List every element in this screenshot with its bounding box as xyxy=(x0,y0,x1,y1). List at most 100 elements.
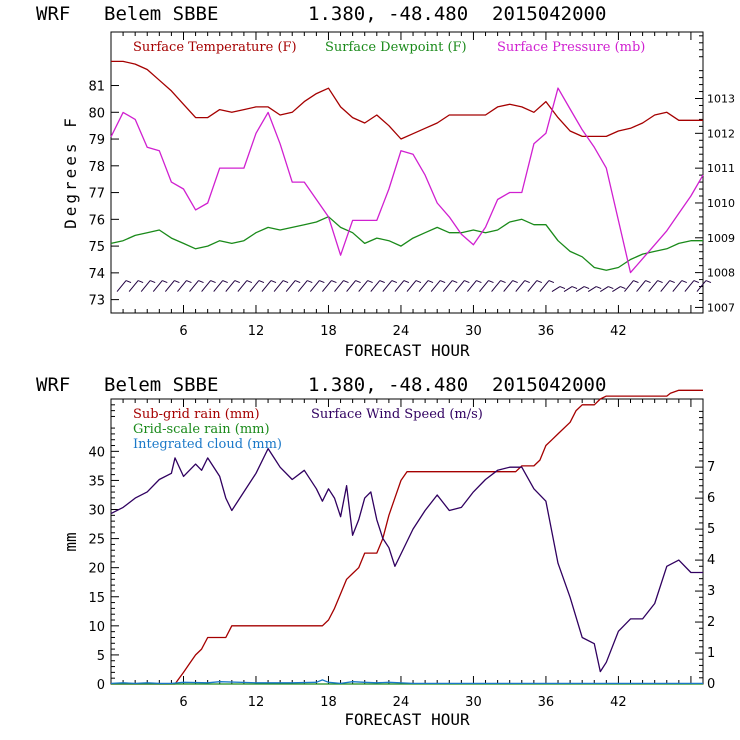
surface-pressure-line xyxy=(110,87,704,274)
wind-barb xyxy=(696,280,712,292)
x-tick-label: 12 xyxy=(248,324,265,339)
wind-barb xyxy=(442,280,458,292)
wind-barb xyxy=(128,280,144,292)
wind-barb xyxy=(575,286,590,293)
wind-barb xyxy=(189,280,204,292)
x-tick-label: 12 xyxy=(248,695,265,710)
x-tick-label: 18 xyxy=(320,324,337,339)
y-tick-label: 25 xyxy=(88,533,105,548)
y-tick-label: 0 xyxy=(97,678,105,693)
wind-barb xyxy=(624,280,639,292)
top-header-run: 2015042000 xyxy=(492,3,606,25)
wind-barb xyxy=(418,280,434,292)
y2-tick-label: 1007 xyxy=(707,301,735,314)
top-x-axis: 6 12 18 24 30 36 42 xyxy=(122,32,692,339)
wind-barb xyxy=(358,280,373,292)
y2-tick-label: 1008 xyxy=(707,267,735,280)
surface-temperature-line xyxy=(111,60,703,140)
bottom-header-coords: 1.380, -48.480 xyxy=(308,374,468,396)
legend-pressure: Surface Pressure (mb) xyxy=(497,40,645,55)
wind-barb xyxy=(140,280,156,292)
y2-tick-label: 1010 xyxy=(707,197,735,210)
y-tick-label: 20 xyxy=(88,562,105,577)
top-y-axis-label: Degrees F xyxy=(61,115,80,229)
wind-barb xyxy=(563,286,578,293)
x-tick-label: 6 xyxy=(179,695,187,710)
top-x-axis-label: FORECAST HOUR xyxy=(344,341,470,360)
x-tick-label: 6 xyxy=(179,324,187,339)
y2-tick-label: 1009 xyxy=(707,232,735,245)
wind-barb xyxy=(479,280,494,292)
y2-tick-label: 1011 xyxy=(707,162,735,175)
y-tick-label: 35 xyxy=(88,474,105,489)
y2-tick-label: 2 xyxy=(707,615,715,630)
wind-barb xyxy=(322,280,337,292)
wind-barb xyxy=(467,280,482,292)
legend-wind-speed: Surface Wind Speed (m/s) xyxy=(311,407,483,422)
y-tick-label: 81 xyxy=(88,80,105,95)
legend-temperature: Surface Temperature (F) xyxy=(133,40,297,55)
bottom-y-axis-label: mm xyxy=(61,532,80,551)
bottom-series-group xyxy=(110,389,703,685)
wind-barbs xyxy=(116,280,712,293)
wind-barb xyxy=(225,280,240,292)
wind-barb xyxy=(600,286,614,293)
bottom-panel: WRF Belem SBBE 1.380, -48.480 2015042000… xyxy=(36,374,715,729)
wind-barb xyxy=(551,286,566,293)
top-plot-frame xyxy=(110,31,704,314)
y-tick-label: 76 xyxy=(88,213,105,228)
x-tick-label: 18 xyxy=(320,695,337,710)
top-series-group xyxy=(110,60,704,274)
wind-barb xyxy=(515,280,530,292)
sub-grid-rain-line xyxy=(111,389,703,685)
wind-barb xyxy=(273,280,289,292)
top-panel: WRF Belem SBBE 1.380, -48.480 2015042000… xyxy=(36,3,735,360)
y2-tick-label: 1013 xyxy=(707,93,735,106)
wind-barb xyxy=(684,280,700,292)
y2-tick-label: 6 xyxy=(707,491,715,506)
y-tick-label: 40 xyxy=(88,445,105,460)
wind-barb xyxy=(370,280,385,292)
x-tick-label: 30 xyxy=(465,695,482,710)
y-tick-label: 79 xyxy=(88,133,105,148)
wind-barb xyxy=(285,280,301,292)
wind-barb xyxy=(648,280,663,292)
top-y2-axis: 1007 1008 1009 1010 1011 1012 1013 xyxy=(695,35,735,314)
y2-tick-label: 7 xyxy=(707,460,715,475)
integrated-cloud-line xyxy=(110,679,703,685)
wind-barb xyxy=(297,280,313,292)
legend-gridscale-rain: Grid-scale rain (mm) xyxy=(133,422,270,437)
bottom-header-station: Belem SBBE xyxy=(104,374,218,396)
wind-barb xyxy=(454,280,470,292)
bottom-x-axis-label: FORECAST HOUR xyxy=(344,710,470,729)
wind-barb xyxy=(334,280,349,292)
y-tick-label: 75 xyxy=(88,240,105,255)
legend-dewpoint: Surface Dewpoint (F) xyxy=(325,40,467,55)
wind-barb xyxy=(249,280,265,292)
wind-barb xyxy=(430,280,446,292)
top-header-station: Belem SBBE xyxy=(104,3,218,25)
y-tick-label: 80 xyxy=(88,106,105,121)
legend-integrated-cloud: Integrated cloud (mm) xyxy=(133,437,282,452)
wind-barb xyxy=(587,286,602,293)
y-tick-label: 30 xyxy=(88,504,105,519)
y2-tick-label: 1 xyxy=(707,646,715,661)
y-tick-label: 78 xyxy=(88,160,105,175)
wind-barb xyxy=(394,280,410,292)
wind-barb xyxy=(491,280,506,292)
y-tick-label: 77 xyxy=(88,187,105,202)
bottom-y-axis: 0 5 10 15 20 25 30 35 40 xyxy=(88,404,119,693)
wind-barb xyxy=(261,280,277,292)
wind-barb xyxy=(152,280,168,292)
wind-barb xyxy=(539,280,555,292)
bottom-header-run: 2015042000 xyxy=(492,374,606,396)
y-tick-label: 73 xyxy=(88,294,105,309)
surface-dewpoint-line xyxy=(110,216,703,271)
wind-barb xyxy=(346,280,361,292)
y2-tick-label: 5 xyxy=(707,522,715,537)
x-tick-label: 36 xyxy=(538,695,555,710)
y-tick-label: 5 xyxy=(97,649,105,664)
x-tick-label: 30 xyxy=(465,324,482,339)
y-tick-label: 74 xyxy=(88,267,105,282)
